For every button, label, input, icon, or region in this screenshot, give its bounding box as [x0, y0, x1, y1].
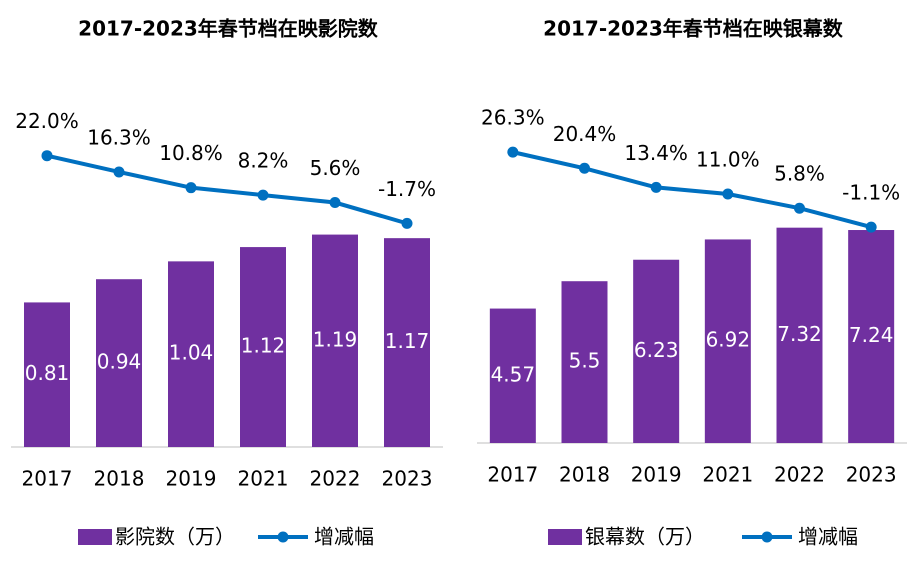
line-value-label: 20.4%	[553, 122, 617, 146]
legend-label: 影院数（万）	[115, 525, 235, 549]
line-value-label: 16.3%	[87, 125, 151, 149]
bar	[384, 238, 430, 447]
bar-value-label: 1.04	[169, 341, 214, 365]
bar	[240, 247, 286, 447]
line-value-label: 11.0%	[696, 147, 760, 171]
line-value-label: 22.0%	[15, 109, 79, 133]
line-value-label: -1.7%	[378, 177, 436, 201]
bar-value-label: 0.81	[25, 361, 70, 385]
chart-title: 2017-2023年春节档在映银幕数	[543, 17, 844, 41]
bar	[24, 302, 70, 447]
x-tick-label: 2018	[94, 467, 145, 491]
line-point	[865, 221, 877, 233]
line-value-label: -1.1%	[842, 181, 900, 205]
line-point	[401, 217, 413, 229]
line-series	[46, 153, 408, 226]
legend-swatch	[78, 529, 112, 545]
bar-value-label: 7.32	[777, 322, 822, 346]
legend-label: 增减幅	[798, 525, 858, 549]
bar-value-label: 1.19	[313, 327, 358, 351]
x-tick-label: 2019	[166, 467, 217, 491]
x-tick-label: 2019	[631, 463, 682, 487]
legend-marker	[761, 531, 773, 543]
bar-value-label: 7.24	[849, 323, 894, 347]
bar	[704, 239, 751, 443]
bar-value-label: 6.92	[706, 328, 751, 352]
bar	[848, 230, 895, 443]
line-value-label: 13.4%	[624, 141, 688, 165]
line-point	[794, 202, 805, 214]
bar-value-label: 4.57	[491, 362, 536, 386]
legend-label: 银幕数（万）	[585, 525, 705, 549]
x-tick-label: 2021	[238, 467, 289, 491]
line-point	[329, 197, 341, 209]
line-point	[722, 188, 734, 200]
chart-title: 2017-2023年春节档在映影院数	[78, 17, 379, 41]
line-value-label: 5.6%	[310, 156, 361, 180]
legend-swatch	[548, 529, 582, 545]
line-point	[507, 146, 519, 158]
bar-value-label: 5.5	[569, 349, 601, 373]
line-point	[41, 150, 53, 162]
x-tick-label: 2017	[22, 467, 73, 491]
bar-value-label: 0.94	[97, 350, 142, 374]
legend-label: 增减幅	[314, 525, 374, 549]
line-value-label: 26.3%	[481, 106, 545, 130]
line-point	[650, 181, 662, 193]
line-value-label: 10.8%	[159, 141, 223, 165]
legend-marker	[277, 531, 289, 543]
x-tick-label: 2021	[702, 463, 753, 487]
line-series	[512, 150, 872, 230]
bar-value-label: 1.17	[385, 329, 430, 353]
bar	[776, 227, 823, 443]
bar-value-label: 1.12	[241, 334, 286, 358]
line-value-label: 8.2%	[238, 149, 289, 173]
bar	[561, 281, 608, 443]
x-tick-label: 2022	[310, 467, 361, 491]
x-tick-label: 2023	[846, 463, 897, 487]
line-point	[113, 166, 125, 178]
bar	[96, 279, 142, 447]
bar	[489, 308, 536, 443]
x-tick-label: 2018	[559, 463, 610, 487]
bar	[312, 234, 358, 447]
line-point	[257, 189, 269, 201]
bar	[168, 261, 214, 447]
bar-value-label: 6.23	[634, 338, 679, 362]
x-tick-label: 2023	[382, 467, 433, 491]
line-value-label: 5.8%	[774, 162, 825, 186]
x-tick-label: 2017	[487, 463, 538, 487]
x-tick-label: 2022	[774, 463, 825, 487]
line-point	[185, 182, 197, 194]
line-point	[579, 162, 590, 174]
bar	[633, 259, 680, 443]
